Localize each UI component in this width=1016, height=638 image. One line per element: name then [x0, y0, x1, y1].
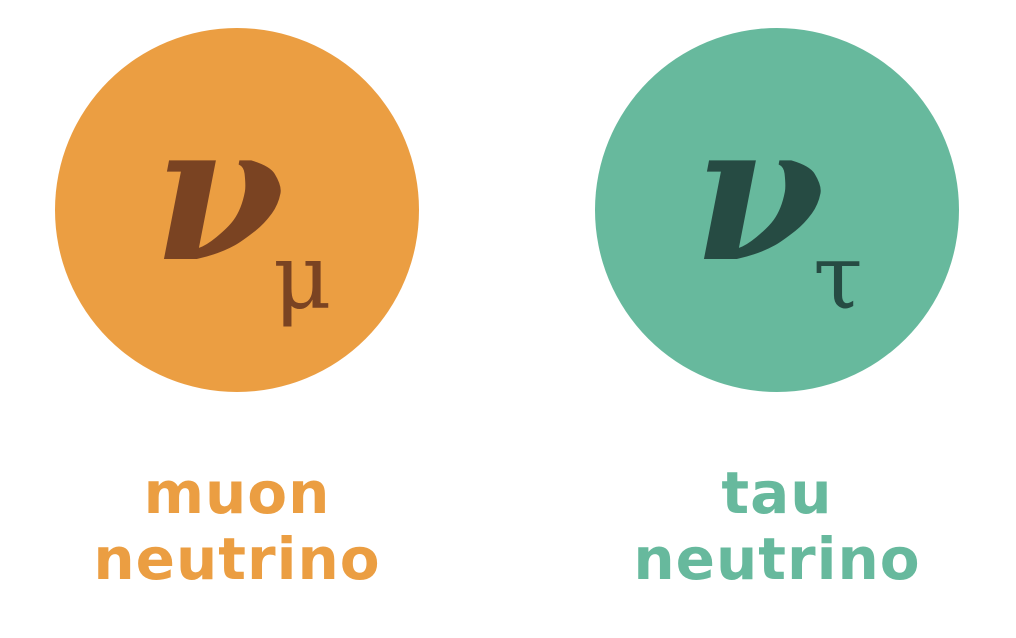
- label-line-1: tau: [721, 459, 833, 527]
- mu-subscript: μ: [273, 225, 332, 330]
- muon-neutrino-circle: ν μ: [55, 28, 419, 392]
- label-line-2: neutrino: [93, 525, 381, 593]
- label-line-2: neutrino: [633, 525, 921, 593]
- muon-neutrino-panel: ν μ muon neutrino: [37, 0, 437, 638]
- tau-neutrino-circle: ν τ: [595, 28, 959, 392]
- muon-neutrino-symbol: ν μ: [55, 28, 419, 392]
- nu-glyph: ν: [693, 81, 825, 304]
- muon-neutrino-label: muon neutrino: [37, 460, 437, 592]
- tau-subscript: τ: [813, 225, 863, 330]
- tau-neutrino-symbol: ν τ: [595, 28, 959, 392]
- tau-neutrino-panel: ν τ tau neutrino: [577, 0, 977, 638]
- tau-neutrino-label: tau neutrino: [577, 460, 977, 592]
- nu-glyph: ν: [153, 81, 285, 304]
- label-line-1: muon: [143, 459, 331, 527]
